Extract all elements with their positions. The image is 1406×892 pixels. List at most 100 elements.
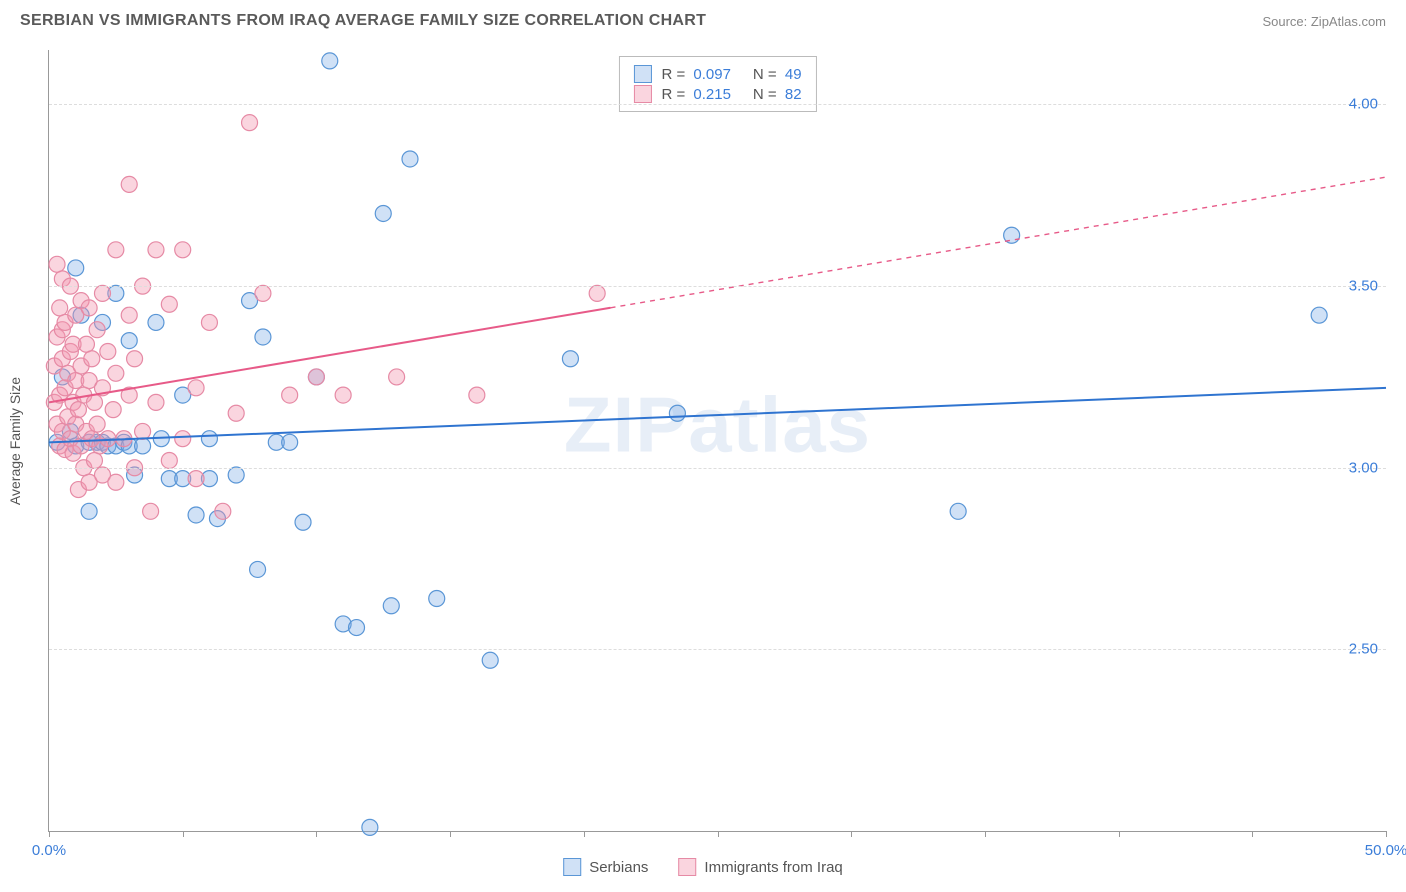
- data-point: [121, 307, 137, 323]
- data-point: [108, 365, 124, 381]
- x-tick-label: 50.0%: [1365, 842, 1406, 859]
- legend-series-label: Immigrants from Iraq: [704, 859, 842, 876]
- legend-n-label: N = 82: [753, 86, 802, 103]
- y-axis-title: Average Family Size: [7, 376, 23, 504]
- data-point: [143, 503, 159, 519]
- legend-r-value: 0.215: [693, 86, 731, 103]
- data-point: [175, 242, 191, 258]
- legend-n-value: 49: [785, 66, 802, 83]
- data-point: [81, 300, 97, 316]
- gridline: [49, 104, 1386, 105]
- legend-item: Serbians: [563, 858, 648, 876]
- legend-series-label: Serbians: [589, 859, 648, 876]
- legend-swatch: [633, 65, 651, 83]
- data-point: [70, 402, 86, 418]
- x-tick: [1119, 831, 1120, 837]
- legend-swatch: [633, 85, 651, 103]
- data-point: [389, 369, 405, 385]
- x-tick: [1252, 831, 1253, 837]
- gridline: [49, 286, 1386, 287]
- data-point: [282, 434, 298, 450]
- legend-n-label: N = 49: [753, 66, 802, 83]
- data-point: [161, 296, 177, 312]
- x-tick: [183, 831, 184, 837]
- data-point: [308, 369, 324, 385]
- data-point: [282, 387, 298, 403]
- data-point: [228, 467, 244, 483]
- y-tick-label: 3.00: [1349, 459, 1378, 476]
- data-point: [135, 438, 151, 454]
- x-tick: [985, 831, 986, 837]
- x-tick: [851, 831, 852, 837]
- x-tick: [584, 831, 585, 837]
- trend-line: [49, 388, 1386, 442]
- data-point: [669, 405, 685, 421]
- data-point: [86, 394, 102, 410]
- legend-r-label: R = 0.215: [661, 86, 730, 103]
- data-point: [469, 387, 485, 403]
- gridline: [49, 649, 1386, 650]
- data-point: [52, 300, 68, 316]
- y-tick-label: 4.00: [1349, 96, 1378, 113]
- scatter-svg: [49, 50, 1386, 831]
- data-point: [362, 819, 378, 835]
- trend-line-extrapolated: [611, 177, 1386, 308]
- data-point: [349, 620, 365, 636]
- data-point: [242, 115, 258, 131]
- data-point: [84, 351, 100, 367]
- data-point: [188, 380, 204, 396]
- data-point: [148, 242, 164, 258]
- data-point: [108, 242, 124, 258]
- legend-row: R = 0.215 N = 82: [633, 85, 801, 103]
- data-point: [94, 285, 110, 301]
- data-point: [482, 652, 498, 668]
- x-tick: [450, 831, 451, 837]
- x-tick: [49, 831, 50, 837]
- data-point: [250, 561, 266, 577]
- data-point: [188, 471, 204, 487]
- data-point: [1311, 307, 1327, 323]
- legend-swatch: [563, 858, 581, 876]
- legend-n-value: 82: [785, 86, 802, 103]
- data-point: [201, 314, 217, 330]
- data-point: [335, 387, 351, 403]
- data-point: [105, 402, 121, 418]
- source-label: Source: ZipAtlas.com: [1262, 14, 1386, 29]
- legend-item: Immigrants from Iraq: [678, 858, 842, 876]
- data-point: [295, 514, 311, 530]
- x-tick: [316, 831, 317, 837]
- data-point: [68, 260, 84, 276]
- legend-row: R = 0.097N = 49: [633, 65, 801, 83]
- data-point: [148, 394, 164, 410]
- legend-r-value: 0.097: [693, 66, 731, 83]
- chart-plot-area: Average Family Size ZIPatlas R = 0.097N …: [48, 50, 1386, 832]
- x-tick-label: 0.0%: [32, 842, 66, 859]
- data-point: [127, 351, 143, 367]
- data-point: [188, 507, 204, 523]
- chart-title: SERBIAN VS IMMIGRANTS FROM IRAQ AVERAGE …: [20, 12, 706, 30]
- data-point: [108, 474, 124, 490]
- data-point: [562, 351, 578, 367]
- data-point: [49, 256, 65, 272]
- x-tick: [718, 831, 719, 837]
- data-point: [100, 431, 116, 447]
- data-point: [201, 431, 217, 447]
- data-point: [81, 503, 97, 519]
- data-point: [375, 205, 391, 221]
- legend-series: Serbians Immigrants from Iraq: [563, 858, 843, 876]
- data-point: [86, 452, 102, 468]
- data-point: [322, 53, 338, 69]
- data-point: [255, 329, 271, 345]
- data-point: [89, 322, 105, 338]
- data-point: [228, 405, 244, 421]
- data-point: [950, 503, 966, 519]
- data-point: [402, 151, 418, 167]
- data-point: [89, 416, 105, 432]
- data-point: [121, 176, 137, 192]
- data-point: [429, 591, 445, 607]
- data-point: [589, 285, 605, 301]
- data-point: [135, 423, 151, 439]
- y-tick-label: 3.50: [1349, 278, 1378, 295]
- legend-swatch: [678, 858, 696, 876]
- data-point: [161, 452, 177, 468]
